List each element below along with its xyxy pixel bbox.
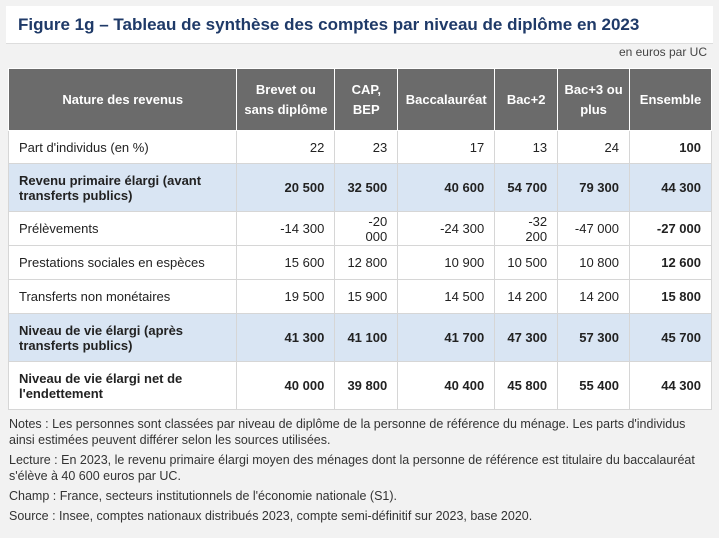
header-row: Nature des revenus Brevet ou sans diplôm… bbox=[7, 68, 712, 131]
table-cell: 40 000 bbox=[236, 361, 336, 410]
table-cell: 15 600 bbox=[236, 245, 336, 280]
table-cell: 24 bbox=[557, 130, 630, 164]
col-header-bac2: Bac+2 bbox=[494, 68, 559, 131]
table-cell: 40 600 bbox=[397, 163, 496, 212]
table-cell-total: 15 800 bbox=[629, 279, 712, 314]
table-row: Niveau de vie élargi (après transferts p… bbox=[7, 313, 712, 362]
table-cell: 40 400 bbox=[397, 361, 496, 410]
table-cell: 20 500 bbox=[236, 163, 336, 212]
table-cell: 15 900 bbox=[334, 279, 399, 314]
table-row: Revenu primaire élargi (avant transferts… bbox=[7, 163, 712, 212]
table-cell-total: 45 700 bbox=[629, 313, 712, 362]
table-cell: 23 bbox=[334, 130, 399, 164]
title-bar: Figure 1g – Tableau de synthèse des comp… bbox=[6, 6, 713, 44]
table-cell: 54 700 bbox=[494, 163, 559, 212]
table-cell: 41 300 bbox=[236, 313, 336, 362]
table-cell: 10 500 bbox=[494, 245, 559, 280]
table-cell: -14 300 bbox=[236, 211, 336, 246]
table-cell-total: 12 600 bbox=[629, 245, 712, 280]
note-text: Notes : Les personnes sont classées par … bbox=[9, 417, 686, 447]
table-cell: 17 bbox=[397, 130, 496, 164]
col-header-cap-bep: CAP, BEP bbox=[334, 68, 399, 131]
table-cell: 14 200 bbox=[557, 279, 630, 314]
scope-text: Champ : France, secteurs institutionnels… bbox=[9, 489, 398, 503]
table-row: Part d'individus (en %) 22 23 17 13 24 1… bbox=[7, 130, 712, 164]
table-cell: 22 bbox=[236, 130, 336, 164]
table-cell: 10 900 bbox=[397, 245, 496, 280]
table-cell: 47 300 bbox=[494, 313, 559, 362]
table-cell: 45 800 bbox=[494, 361, 559, 410]
table-cell: 32 500 bbox=[334, 163, 399, 212]
table-cell: 55 400 bbox=[557, 361, 630, 410]
table-cell: -20 000 bbox=[334, 211, 399, 246]
unit-label: en euros par UC bbox=[618, 45, 707, 59]
col-header-bac3: Bac+3 ou plus bbox=[557, 68, 630, 131]
row-label: Niveau de vie élargi (après transferts p… bbox=[7, 313, 238, 362]
table-row: Transferts non monétaires 19 500 15 900 … bbox=[7, 279, 712, 314]
table-cell: 13 bbox=[494, 130, 559, 164]
figure-title: Figure 1g – Tableau de synthèse des comp… bbox=[18, 15, 640, 34]
col-header-bac: Baccalauréat bbox=[397, 68, 496, 131]
table-cell: 14 200 bbox=[494, 279, 559, 314]
table-cell: -24 300 bbox=[397, 211, 496, 246]
col-header-brevet: Brevet ou sans diplôme bbox=[236, 68, 336, 131]
table-cell-total: 44 300 bbox=[629, 361, 712, 410]
table-row: Prélèvements -14 300 -20 000 -24 300 -32… bbox=[7, 211, 712, 246]
table-cell-total: 44 300 bbox=[629, 163, 712, 212]
row-label: Part d'individus (en %) bbox=[7, 130, 238, 164]
table-cell: 41 700 bbox=[397, 313, 496, 362]
source-text: Source : Insee, comptes nationaux distri… bbox=[9, 509, 533, 523]
table-cell: 14 500 bbox=[397, 279, 496, 314]
row-label: Niveau de vie élargi net de l'endettemen… bbox=[7, 361, 238, 410]
table-cell: -32 200 bbox=[494, 211, 559, 246]
table-cell: 39 800 bbox=[334, 361, 399, 410]
row-label: Transferts non monétaires bbox=[7, 279, 238, 314]
row-label: Prestations sociales en espèces bbox=[7, 245, 238, 280]
table-cell: -47 000 bbox=[557, 211, 630, 246]
row-label: Revenu primaire élargi (avant transferts… bbox=[7, 163, 238, 212]
table-cell: 41 100 bbox=[334, 313, 399, 362]
col-header-nature: Nature des revenus bbox=[7, 68, 238, 131]
table-cell-total: 100 bbox=[629, 130, 712, 164]
notes-section: Notes : Les personnes sont classées par … bbox=[9, 416, 709, 528]
table-cell-total: -27 000 bbox=[629, 211, 712, 246]
col-header-ensemble: Ensemble bbox=[629, 68, 712, 131]
summary-table: Nature des revenus Brevet ou sans diplôm… bbox=[7, 68, 712, 410]
table-row: Prestations sociales en espèces 15 600 1… bbox=[7, 245, 712, 280]
table-cell: 57 300 bbox=[557, 313, 630, 362]
table-cell: 79 300 bbox=[557, 163, 630, 212]
table-cell: 12 800 bbox=[334, 245, 399, 280]
table-cell: 10 800 bbox=[557, 245, 630, 280]
row-label: Prélèvements bbox=[7, 211, 238, 246]
table-row: Niveau de vie élargi net de l'endettemen… bbox=[7, 361, 712, 410]
reading-text: Lecture : En 2023, le revenu primaire él… bbox=[9, 453, 695, 483]
table-cell: 19 500 bbox=[236, 279, 336, 314]
